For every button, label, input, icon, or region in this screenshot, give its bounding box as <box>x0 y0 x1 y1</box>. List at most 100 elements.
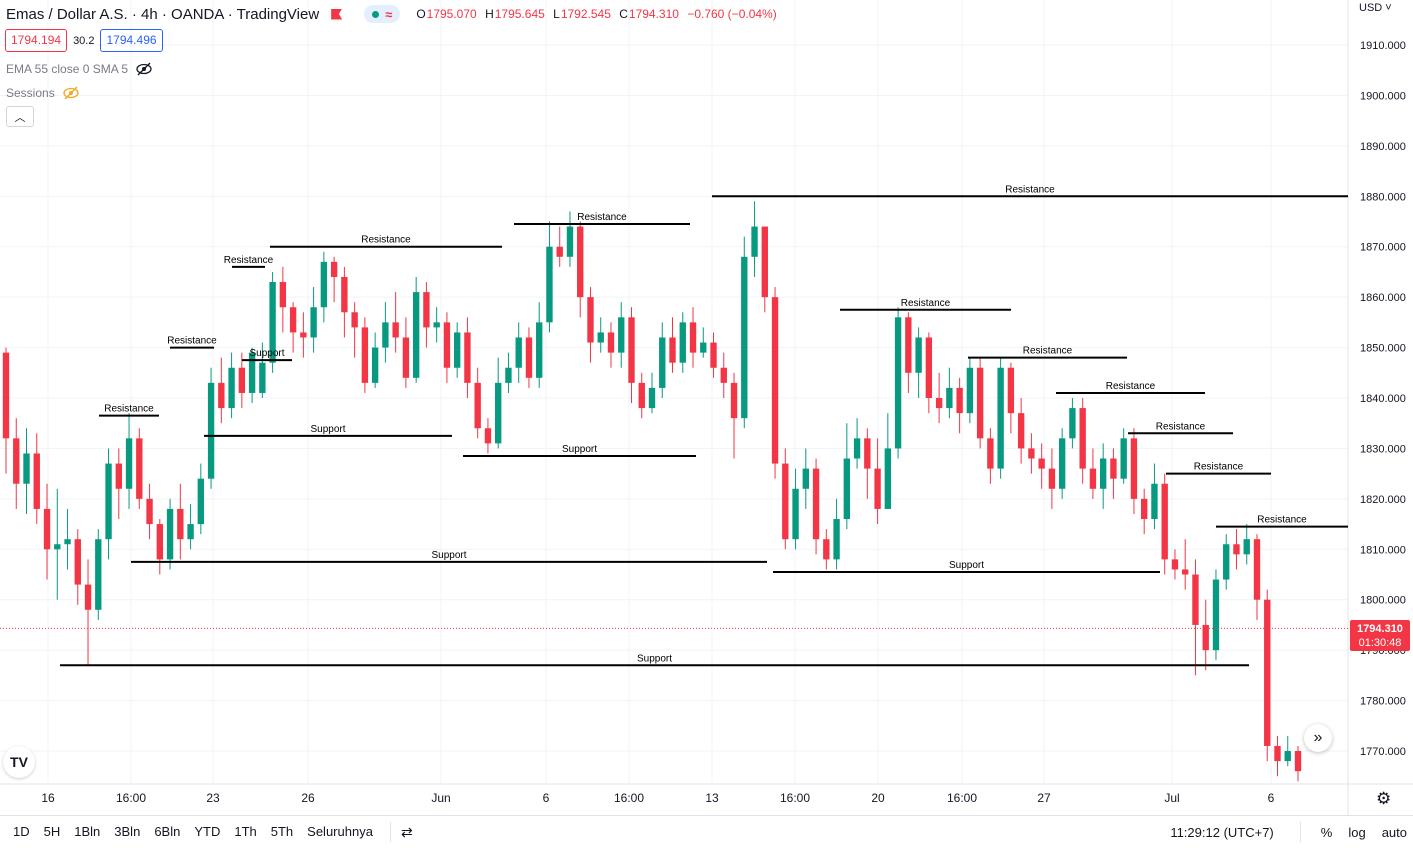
gear-icon[interactable]: ⚙ <box>1376 789 1392 808</box>
eye-crossed-icon[interactable] <box>63 86 79 100</box>
market-status-pill[interactable]: ≈ <box>364 5 401 23</box>
candle-body <box>300 332 307 338</box>
candle-body <box>484 428 492 444</box>
level-label: Support <box>249 348 284 359</box>
level-label: Resistance <box>1156 421 1206 432</box>
indicator-ema-sma[interactable]: EMA 55 close 0 SMA 5 <box>6 62 152 76</box>
level-label: Support <box>637 653 672 664</box>
candle-body <box>453 332 461 368</box>
close-key: C <box>619 7 628 21</box>
level-label: Resistance <box>361 235 411 246</box>
percent-scale-button[interactable]: % <box>1320 824 1333 840</box>
candle-body <box>64 539 71 545</box>
ohlc-values: O1795.070 H1795.645 L1792.545 C1794.310 … <box>416 7 781 21</box>
candle-body <box>587 297 594 343</box>
candle-body <box>474 382 481 429</box>
candle-body <box>95 539 102 610</box>
time-axis-label: 16:00 <box>947 791 977 805</box>
candle-body <box>402 337 410 378</box>
bottom-toolbar: 1D 5H 1Bln 3Bln 6Bln YTD 1Th 5Th Seluruh… <box>0 815 1413 848</box>
candle-body <box>248 352 256 393</box>
candle-body <box>720 367 727 383</box>
candle-body <box>392 322 399 338</box>
chevron-up-icon: ︿ <box>14 111 26 124</box>
toolbar-divider <box>389 822 391 842</box>
range-all-button[interactable]: Seluruhnya <box>307 824 373 839</box>
level-label: Resistance <box>224 255 274 266</box>
candle-body <box>771 297 779 464</box>
level-label: Support <box>431 550 466 561</box>
candle-body <box>495 382 502 444</box>
indicator-sessions[interactable]: Sessions <box>6 86 79 100</box>
collapse-legend-button[interactable]: ︿ <box>6 106 34 127</box>
candle-body <box>1284 751 1291 762</box>
scroll-to-realtime-button[interactable]: » <box>1304 724 1332 752</box>
candle-body <box>648 387 656 409</box>
price-axis-label: 1820.000 <box>1360 494 1406 506</box>
symbol-title[interactable]: Emas / Dollar A.S. · 4h · OANDA · Tradin… <box>6 5 320 23</box>
level-label: Support <box>562 444 597 455</box>
candle-body <box>812 468 820 540</box>
candle-body <box>23 453 30 484</box>
auto-scale-button[interactable]: auto <box>1381 824 1407 840</box>
candle-body <box>289 307 297 333</box>
last-price-label: 1794.310 <box>1357 623 1403 635</box>
candle-body <box>884 448 892 509</box>
price-axis-label: 1880.000 <box>1360 191 1406 203</box>
eye-crossed-icon[interactable] <box>136 62 152 76</box>
range-6m-button[interactable]: 6Bln <box>154 824 181 839</box>
flag-icon[interactable] <box>331 8 343 20</box>
candle-body <box>207 382 215 479</box>
range-5y-button[interactable]: 5Th <box>270 824 294 839</box>
close-value: 1794.310 <box>628 7 679 21</box>
range-1y-button[interactable]: 1Th <box>234 824 257 839</box>
candle-body <box>1182 569 1189 575</box>
price-axis-label: 1890.000 <box>1360 141 1406 153</box>
level-label: Resistance <box>1023 346 1073 357</box>
candle-body <box>751 226 758 257</box>
price-chart[interactable]: 1910.000 1900.000 1890.000 1880.000 1870.000… <box>0 0 1413 815</box>
candle-body <box>259 362 266 393</box>
tradingview-logo-icon[interactable]: TV <box>3 746 35 778</box>
candle-body <box>966 367 974 414</box>
sell-button[interactable]: 1794.194 <box>5 29 68 52</box>
candle-body <box>43 508 51 550</box>
candle-body <box>433 322 440 328</box>
currency-label: USD <box>1359 2 1383 14</box>
low-value: 1792.545 <box>560 7 611 21</box>
clock-label[interactable]: 11:29:12 (UTC+7) <box>1170 824 1274 840</box>
date-range-icon[interactable]: ⇄ <box>400 823 413 840</box>
candle-body <box>915 337 922 373</box>
range-1d-button[interactable]: 1D <box>13 824 30 839</box>
candle-body <box>330 261 338 277</box>
log-scale-button[interactable]: log <box>1348 824 1366 840</box>
time-axis-label: 6 <box>543 791 550 805</box>
buy-button[interactable]: 1794.496 <box>100 29 163 52</box>
candle-body <box>361 327 369 383</box>
candle-body <box>792 488 799 540</box>
range-5d-button[interactable]: 5H <box>43 824 61 839</box>
candle-body <box>1120 438 1127 479</box>
candle-body <box>146 498 153 525</box>
range-ytd-button[interactable]: YTD <box>194 824 221 839</box>
candle-body <box>84 584 92 610</box>
candle-body <box>1161 483 1168 560</box>
range-3m-button[interactable]: 3Bln <box>114 824 141 839</box>
double-chevron-right-icon: » <box>1313 729 1323 746</box>
candle-body <box>976 367 984 439</box>
currency-selector[interactable]: USD ˅ <box>1359 2 1392 14</box>
candle-body <box>197 478 205 525</box>
candle-body <box>556 246 563 257</box>
range-1m-button[interactable]: 1Bln <box>74 824 101 839</box>
price-axis-label: 1770.000 <box>1360 746 1406 758</box>
candle-body <box>320 261 328 308</box>
candle-body <box>700 342 707 353</box>
candle-body <box>689 322 697 353</box>
price-axis-label: 1850.000 <box>1360 343 1406 355</box>
time-axis-label: 16 <box>41 791 55 805</box>
level-label: Resistance <box>1257 515 1307 526</box>
candle-body <box>525 337 533 378</box>
candle-body <box>741 256 748 419</box>
candle-body <box>1028 448 1035 459</box>
candle-body <box>464 332 471 383</box>
